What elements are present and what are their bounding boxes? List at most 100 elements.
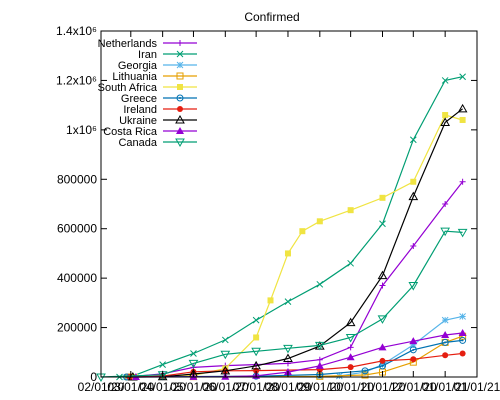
data-point [267, 297, 274, 304]
legend-label: Iran [138, 49, 157, 61]
x-tick-label: 04/01/20 [139, 380, 186, 394]
data-point [345, 317, 356, 327]
y-tick-label: 1x10⁶ [66, 123, 97, 137]
data-point [379, 220, 386, 228]
data-point [347, 364, 354, 371]
legend-label: Ukraine [119, 115, 157, 127]
x-tick-label: 03/01/20 [107, 380, 154, 394]
data-point [347, 259, 354, 267]
legend-entry: Georgia [118, 60, 197, 72]
data-point [284, 298, 292, 305]
legend-entry: Canada [118, 137, 197, 149]
data-point [315, 361, 324, 369]
data-point [459, 116, 466, 123]
plot-frame [100, 30, 478, 378]
legend-entry: Iran [138, 49, 197, 61]
data-point [459, 73, 466, 81]
data-point [379, 357, 386, 364]
data-point [410, 356, 417, 363]
legend-marker [175, 114, 185, 124]
data-point [442, 201, 449, 207]
legend-label: Lithuania [112, 71, 158, 83]
legend-label: Georgia [118, 60, 158, 72]
data-point [409, 346, 417, 354]
x-tick-label: 05/01/20 [170, 380, 217, 394]
x-tick-label: 07/01/20 [233, 380, 280, 394]
chart-title: Confirmed [244, 10, 299, 24]
data-point [188, 359, 199, 369]
legend-entry: Netherlands [98, 38, 197, 50]
data-point [299, 228, 306, 235]
series-line [119, 76, 463, 378]
data-point [347, 207, 354, 214]
data-point [440, 227, 451, 237]
legend-entry: South Africa [98, 82, 197, 94]
x-tick-label: 08/01/20 [265, 380, 312, 394]
data-point [457, 228, 468, 238]
data-point [458, 329, 467, 337]
legend-entry: Lithuania [112, 71, 197, 83]
series-line [134, 114, 463, 378]
y-axis: 0 200000 400000 600000 800000 1x10⁶ 1.2x10⁶ 1.4… [56, 24, 477, 384]
legend-label: Greece [121, 93, 157, 105]
series-line [127, 181, 464, 378]
y-tick-label: 200000 [57, 321, 97, 335]
legend-marker [176, 61, 184, 69]
data-point [379, 361, 386, 368]
data-point [220, 350, 231, 360]
legend-marker [175, 138, 185, 148]
data-point [253, 334, 260, 341]
legend-marker [176, 72, 184, 80]
y-tick-label: 0 [90, 370, 97, 384]
data-point [314, 341, 325, 351]
data-point [459, 336, 467, 344]
series-canada [96, 227, 468, 383]
legend-label: Costa Rica [103, 126, 158, 138]
data-point [283, 344, 293, 354]
data-point [379, 282, 386, 289]
data-point [410, 178, 417, 185]
x-tick-label: 06/01/20 [202, 380, 249, 394]
legend-label: Netherlands [98, 38, 158, 50]
data-point [316, 218, 323, 225]
legend-marker [177, 84, 183, 90]
x-tick-label: 10/01/20 [327, 380, 374, 394]
legend-entry: Ireland [123, 104, 197, 116]
data-point [345, 333, 356, 343]
x-axis: 02/01/2003/01/2004/01/2005/01/2006/01/20… [78, 31, 500, 394]
data-point [283, 353, 293, 362]
data-point [408, 282, 419, 291]
legend-marker [176, 127, 184, 134]
legend-label: South Africa [98, 82, 158, 94]
data-point [410, 243, 417, 250]
data-point [252, 316, 260, 324]
data-point [361, 367, 369, 375]
x-tick-label: 11/01/20 [360, 380, 406, 394]
data-point [459, 178, 466, 185]
legend-label: Canada [118, 137, 157, 149]
data-point [441, 338, 449, 346]
data-point [409, 136, 417, 144]
legend-label: Ireland [123, 104, 157, 116]
data-point [408, 191, 419, 201]
data-point [440, 117, 451, 126]
data-point [190, 350, 197, 357]
series-layer [96, 73, 468, 383]
data-point [459, 350, 466, 357]
x-tick-label: 02/01/20 [78, 380, 125, 394]
data-point [459, 313, 466, 320]
data-point [441, 77, 449, 84]
data-point [347, 344, 354, 351]
data-point [159, 361, 166, 368]
data-point [441, 330, 450, 338]
data-point [316, 280, 324, 288]
legend-marker [176, 94, 184, 102]
data-point [251, 360, 261, 370]
x-tick-label: 01/01/21 [422, 380, 469, 394]
y-tick-label: 600000 [57, 222, 97, 236]
data-point [442, 112, 449, 119]
x-tick-label: 12/01/20 [390, 380, 437, 394]
data-point [346, 353, 355, 361]
